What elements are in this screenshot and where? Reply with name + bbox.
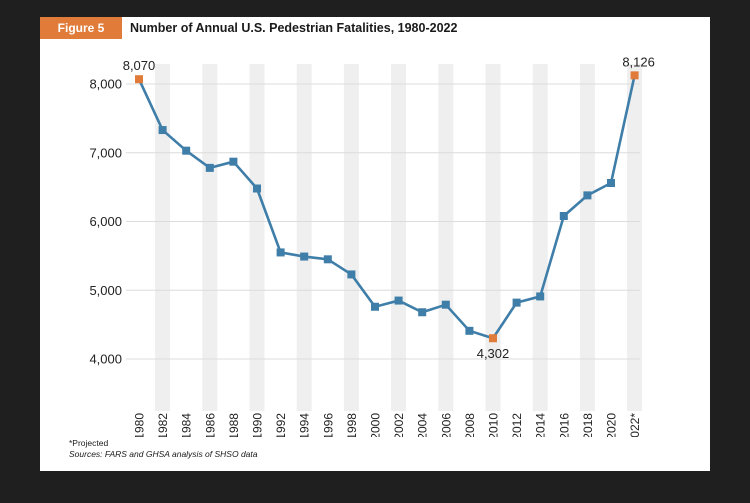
callout-label: 8,126 (622, 54, 655, 69)
y-tick-label: 7,000 (89, 145, 122, 160)
column-band (155, 64, 171, 411)
x-tick-label: 1992 (274, 413, 288, 437)
data-point (371, 302, 379, 311)
data-point (300, 252, 309, 261)
figure-title: Number of Annual U.S. Pedestrian Fatalit… (130, 21, 458, 35)
data-point (394, 296, 403, 305)
x-tick-label: 2004 (416, 413, 430, 437)
data-point (205, 163, 214, 172)
figure-notes: *Projected Sources: FARS and GHSA analys… (69, 438, 258, 460)
y-tick-label: 4,000 (89, 352, 122, 367)
x-tick-label: 1980 (133, 413, 147, 437)
y-tick-label: 8,000 (89, 77, 122, 92)
y-tick-label: 6,000 (89, 214, 122, 229)
column-band (438, 64, 454, 411)
x-tick-label: 1998 (345, 413, 359, 437)
callout-label: 4,302 (477, 346, 510, 361)
x-tick-label: 1988 (227, 413, 241, 437)
data-point (182, 146, 191, 155)
data-point (323, 255, 332, 264)
data-point (253, 184, 261, 193)
x-tick-label: 1990 (251, 413, 265, 437)
x-tick-label: 2006 (439, 413, 453, 437)
column-band (249, 64, 265, 411)
column-band (532, 64, 548, 411)
x-tick-label: 1994 (298, 413, 312, 437)
x-tick-label: 2014 (534, 413, 548, 437)
x-tick-label: 2022* (628, 413, 642, 437)
x-tick-label: 2012 (510, 413, 524, 437)
column-band (343, 64, 359, 411)
data-point (607, 179, 615, 187)
data-point (441, 300, 450, 309)
highlight-point (135, 75, 143, 84)
line-chart: 4,000 5,000 6,000 7,000 8,000 1980 1982 1984 198… (89, 54, 655, 437)
column-band (296, 64, 312, 411)
data-point (276, 248, 285, 257)
data-point (418, 308, 427, 317)
callout-label: 8,070 (123, 58, 156, 73)
data-point (347, 270, 356, 279)
series-line (137, 75, 636, 340)
x-tick-label: 2018 (581, 413, 595, 437)
data-point (583, 191, 592, 200)
x-tick-label: 2008 (463, 413, 477, 437)
x-tick-label: 1984 (180, 413, 194, 437)
x-tick-label: 1986 (203, 413, 217, 437)
column-band (627, 64, 643, 411)
figure-card: Figure 5 Number of Annual U.S. Pedestria… (40, 17, 710, 471)
projected-note: *Projected (69, 438, 109, 448)
x-tick-label: 1996 (321, 413, 335, 437)
highlight-point (630, 71, 639, 80)
figure-tag: Figure 5 (40, 17, 122, 39)
x-tick-label: 2020 (605, 413, 619, 437)
data-point (465, 326, 474, 335)
column-band (485, 64, 501, 411)
column-band (579, 64, 595, 411)
x-tick-label: 2000 (369, 413, 383, 437)
x-tick-label: 2016 (557, 413, 571, 437)
data-point (158, 126, 167, 135)
source-note: Sources: FARS and GHSA analysis of SHSO … (69, 449, 258, 459)
y-tick-label: 5,000 (89, 283, 122, 298)
data-point (536, 292, 545, 301)
column-band (202, 64, 218, 411)
column-band (391, 64, 407, 411)
data-point (229, 157, 238, 166)
x-tick-label: 2010 (487, 413, 501, 437)
data-point (559, 212, 568, 220)
data-point (512, 298, 521, 307)
highlight-point (489, 334, 497, 343)
x-tick-label: 1982 (156, 413, 170, 437)
x-tick-label: 2002 (392, 413, 406, 437)
